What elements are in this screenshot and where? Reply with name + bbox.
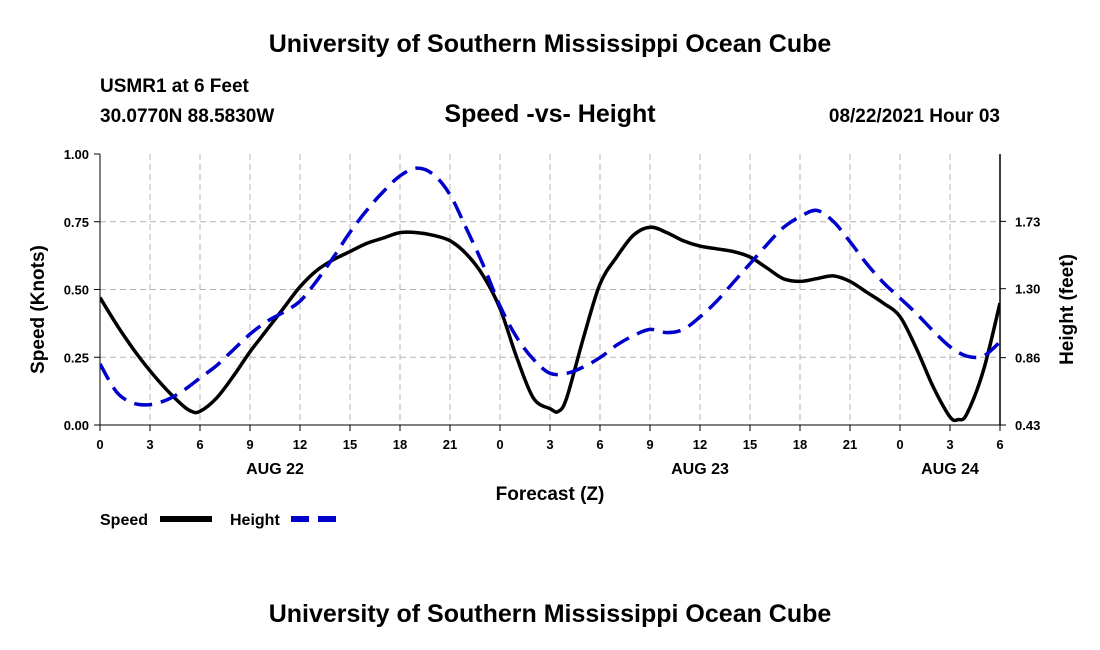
forecast-date: 08/22/2021 Hour 03 <box>828 106 1000 127</box>
y-tick-label: 0.25 <box>64 350 89 365</box>
page-title-top: University of Southern Mississippi Ocean… <box>268 30 832 58</box>
page-title-bottom: University of Southern Mississippi Ocean… <box>268 600 832 628</box>
x-tick-label: 3 <box>946 437 953 452</box>
y-tick-label: 0.00 <box>64 418 89 433</box>
x-tick-label: 21 <box>443 437 457 452</box>
x-tick-label: 9 <box>646 437 653 452</box>
y-tick-label: 0.50 <box>64 283 89 298</box>
series-line-height <box>100 166 1000 407</box>
x-tick-label: 6 <box>996 437 1003 452</box>
station-coordinates: 30.0770N 88.5830W <box>100 106 275 127</box>
x-tick-label: 0 <box>96 437 103 452</box>
x-tick-label: 0 <box>896 437 903 452</box>
x-tick-label: 6 <box>196 437 203 452</box>
chart-title: Speed -vs- Height <box>444 100 656 128</box>
x-tick-label: 18 <box>393 437 407 452</box>
x-tick-label: 12 <box>693 437 707 452</box>
y2-tick-label: 1.73 <box>1015 214 1040 229</box>
y2-axis-title: Height (feet) <box>1057 254 1078 365</box>
x-tick-label: 3 <box>146 437 153 452</box>
date-label: AUG 24 <box>921 461 979 478</box>
x-tick-label: 15 <box>343 437 357 452</box>
x-tick-label: 15 <box>743 437 757 452</box>
station-label: USMR1 at 6 Feet <box>100 76 249 97</box>
series-line-speed <box>100 225 1000 423</box>
x-tick-label: 6 <box>596 437 603 452</box>
x-axis-title: Forecast (Z) <box>496 484 605 505</box>
y2-tick-label: 0.43 <box>1015 418 1040 433</box>
y-tick-label: 1.00 <box>64 147 89 162</box>
date-label: AUG 23 <box>671 461 729 478</box>
x-tick-label: 9 <box>246 437 253 452</box>
x-tick-label: 18 <box>793 437 807 452</box>
y2-tick-label: 0.86 <box>1015 351 1040 366</box>
legend-label-height: Height <box>230 512 280 529</box>
y2-tick-label: 1.30 <box>1015 282 1040 297</box>
legend-label-speed: Speed <box>100 512 148 529</box>
y-axis-title: Speed (Knots) <box>28 245 49 374</box>
x-tick-label: 0 <box>496 437 503 452</box>
date-label: AUG 22 <box>246 461 304 478</box>
x-tick-label: 12 <box>293 437 307 452</box>
x-tick-label: 3 <box>546 437 553 452</box>
x-tick-label: 21 <box>843 437 857 452</box>
y-tick-label: 0.75 <box>64 215 89 230</box>
